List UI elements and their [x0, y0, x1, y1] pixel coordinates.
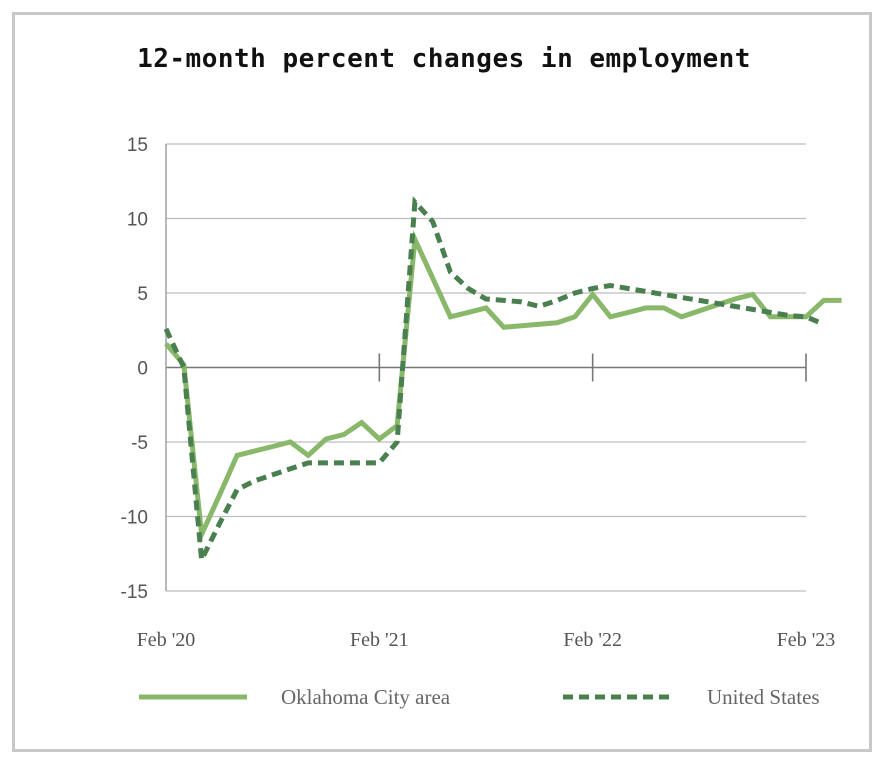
y-tick-label: 10	[127, 210, 148, 231]
y-tick-label: -10	[121, 508, 148, 529]
x-tick-label: Feb '21	[350, 629, 409, 651]
legend-label-united-states: United States	[707, 685, 820, 709]
series-line-united-states	[163, 196, 825, 569]
x-tick-label: Feb '23	[777, 629, 836, 651]
chart-frame	[12, 12, 872, 752]
x-tick-label: Feb '20	[137, 629, 196, 651]
y-tick-label: 15	[127, 135, 148, 156]
y-tick-label: -5	[131, 433, 148, 454]
y-tick-label: 5	[137, 284, 148, 305]
y-tick-label: -15	[121, 582, 148, 603]
series-line-oklahoma-city	[164, 229, 842, 544]
y-tick-label: 0	[137, 359, 148, 380]
x-tick-label: Feb '22	[563, 629, 622, 651]
legend-label-oklahoma-city: Oklahoma City area	[281, 685, 451, 709]
chart-title: 12-month percent changes in employment	[137, 44, 751, 74]
